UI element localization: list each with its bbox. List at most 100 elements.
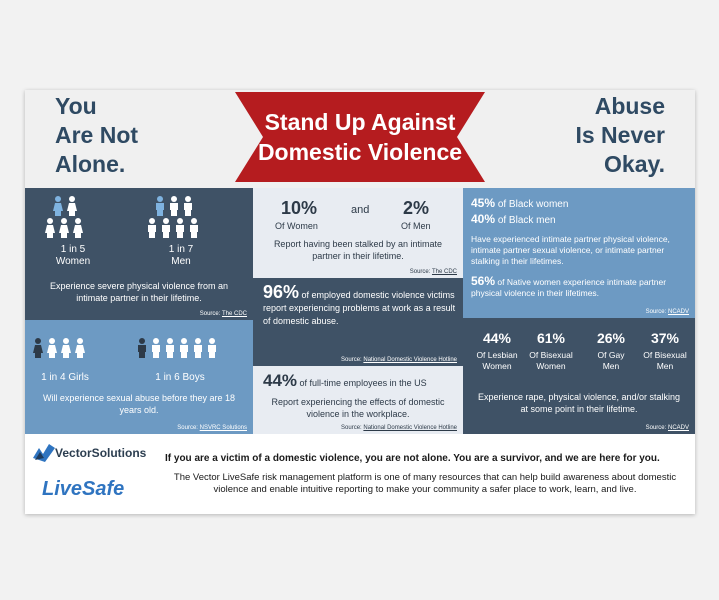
percent-description: of full-time employees in the US <box>299 378 427 388</box>
lgb-stat-percent: 61% <box>536 330 566 346</box>
panel-text: Experience severe physical violence from… <box>49 281 229 303</box>
page-title: Stand Up Against Domestic Violence <box>235 107 485 167</box>
panel-text: Report having been stalked by an intimat… <box>273 239 443 261</box>
women-percent-label: Of Women <box>275 221 318 231</box>
source-link[interactable]: The CDC <box>221 311 247 317</box>
women-stat: 1 in 5 Women <box>55 244 91 267</box>
source-note: Source: National Domestic Violence Hotli… <box>341 425 457 431</box>
girl-icon <box>33 338 43 358</box>
percent-value: 44% <box>263 371 298 390</box>
woman-icon <box>67 196 77 216</box>
man-icon <box>170 196 178 216</box>
lgb-stat-label: Women <box>482 361 512 371</box>
vector-solutions-logo-mark <box>33 444 55 462</box>
woman-icon <box>45 218 55 238</box>
men-stat: 1 in 7 Men <box>168 244 194 267</box>
infographic-card: You Are Not Alone. Stand Up Against Dome… <box>25 90 695 514</box>
banner-shape <box>235 92 485 182</box>
lgb-stat-label: Of Bisexual <box>529 350 573 360</box>
source-link[interactable]: The CDC <box>431 269 457 275</box>
lgb-stat: 26% Of Gay Men <box>585 330 637 372</box>
panel-text: Will experience sexual abuse before they… <box>42 393 236 415</box>
native-women-stat: 56% of Native women experience intimate … <box>471 274 667 298</box>
girl-icon <box>47 338 57 358</box>
people-icons-girls-boys <box>33 338 216 358</box>
source-link[interactable]: NCADV <box>667 309 689 315</box>
man-icon <box>176 218 184 238</box>
left-slogan-line: You <box>55 93 97 119</box>
source-link[interactable]: NCADV <box>667 425 689 431</box>
woman-icon <box>73 218 83 238</box>
source-note: Source: National Domestic Violence Hotli… <box>341 357 457 363</box>
footer-headline: If you are a victim of a domestic violen… <box>165 453 660 464</box>
right-slogan-line: Abuse <box>594 93 665 119</box>
man-icon <box>184 196 192 216</box>
livesafe-logo: LiveSafe <box>42 478 125 500</box>
panel-text: Report experiencing the effects of domes… <box>271 397 445 419</box>
panel-race-statistics: 45% of Black women 40% of Black men Have… <box>463 188 695 318</box>
panel-text: 96% of employed domestic violence victim… <box>263 283 457 328</box>
right-slogan-line: Is Never <box>575 122 665 148</box>
woman-icon <box>59 218 69 238</box>
panel-sexual-abuse: 1 in 4 Girls 1 in 6 Boys Will experience… <box>25 320 253 434</box>
right-slogan: Abuse Is Never Okay. <box>575 92 665 179</box>
boy-icon <box>152 338 160 358</box>
man-icon <box>148 218 156 238</box>
left-slogan-line: Are Not <box>55 122 139 148</box>
women-percent: 10% <box>281 198 318 218</box>
source-link[interactable]: National Domestic Violence Hotline <box>363 357 457 363</box>
right-slogan-line: Okay. <box>604 151 665 177</box>
left-slogan-line: Alone. <box>55 151 126 177</box>
source-note: Source: NSVRC Solutions <box>177 425 247 431</box>
man-icon <box>162 218 170 238</box>
lgb-stat-label: Men <box>656 361 674 371</box>
vector-solutions-logo: VectorSolutions <box>55 446 147 460</box>
girl-icon <box>75 338 85 358</box>
panel-intro: 44% of full-time employees in the US <box>263 371 457 391</box>
lgb-stat: 44% Of Lesbian Women <box>471 330 523 372</box>
boy-icon <box>194 338 202 358</box>
boys-stat: 1 in 6 Boys <box>155 372 205 383</box>
boy-icon <box>138 338 146 358</box>
woman-icon <box>53 196 63 216</box>
panel-text: Experience rape, physical violence, and/… <box>477 392 681 414</box>
left-slogan: You Are Not Alone. <box>55 92 138 179</box>
boy-icon <box>180 338 188 358</box>
boy-icon <box>166 338 174 358</box>
source-link[interactable]: NSVRC Solutions <box>199 425 247 431</box>
lgb-stat-label: Of Lesbian <box>476 350 518 360</box>
lgb-stat-label: Of Bisexual <box>643 350 687 360</box>
source-note: Source: NCADV <box>645 309 689 315</box>
men-percent-label: Of Men <box>401 221 431 231</box>
girls-stat: 1 in 4 Girls <box>41 372 89 383</box>
girl-icon <box>61 338 71 358</box>
footer: VectorSolutions LiveSafe If you are a vi… <box>25 434 695 514</box>
panel-physical-violence: 1 in 5 Women 1 in 7 Men Experience sever… <box>25 188 253 320</box>
lgb-stat-label: Of Gay <box>597 350 625 360</box>
lgb-stat-label: Men <box>602 361 620 371</box>
lgb-stat-percent: 44% <box>482 330 512 346</box>
panel-work-problems: 96% of employed domestic violence victim… <box>253 278 463 366</box>
percent-description: of employed domestic violence victims re… <box>263 290 456 326</box>
title-line: Domestic Violence <box>257 139 463 165</box>
percent-value: 96% <box>263 282 300 302</box>
header: You Are Not Alone. Stand Up Against Dome… <box>25 90 695 188</box>
people-icons-women-men <box>45 196 198 238</box>
man-icon <box>156 196 164 216</box>
source-note: Source: NCADV <box>645 425 689 431</box>
title-banner: Stand Up Against Domestic Violence <box>235 92 485 182</box>
lgb-stat: 37% Of Bisexual Men <box>639 330 691 372</box>
lgb-stat-percent: 26% <box>596 330 626 346</box>
footer-body: The Vector LiveSafe risk management plat… <box>173 472 677 495</box>
black-men-stat: 40% of Black men <box>471 212 556 226</box>
lgb-stat-percent: 37% <box>650 330 680 346</box>
panel-text: Have experienced intimate partner physic… <box>471 234 670 266</box>
black-women-stat: 45% of Black women <box>471 196 569 210</box>
source-link[interactable]: National Domestic Violence Hotline <box>363 425 457 431</box>
and-text: and <box>351 204 370 216</box>
panel-stalking: 10% Of Women and 2% Of Men Report having… <box>253 188 463 278</box>
panel-lgb-statistics: 44% Of Lesbian Women 61% Of Bisexual Women 26%… <box>463 318 695 434</box>
men-percent: 2% <box>403 198 430 218</box>
title-line: Stand Up Against <box>264 109 456 135</box>
source-note: Source: The CDC <box>199 311 247 317</box>
